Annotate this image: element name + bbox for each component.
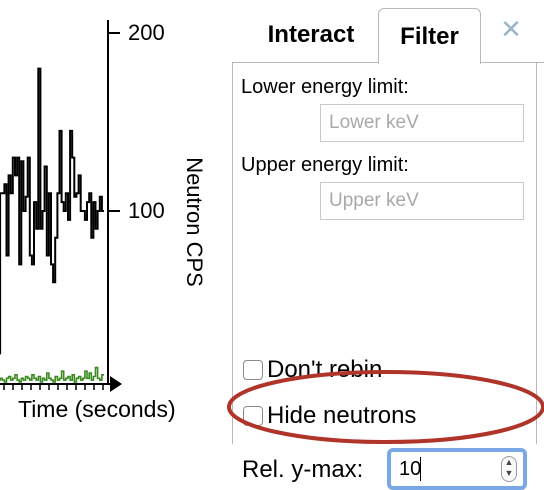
lower-energy-label: Lower energy limit: [241,76,409,98]
rel-ymax-label: Rel. y-max: [242,456,364,483]
dont-rebin-checkbox[interactable] [243,360,263,380]
upper-energy-label: Upper energy limit: [241,154,409,176]
text-caret [420,457,421,481]
rel-ymax-input[interactable]: 10 ▲ ▼ [387,448,527,490]
filter-panel: Lower energy limit: Upper energy limit: … [232,62,537,490]
upper-energy-input[interactable] [320,182,524,220]
rel-ymax-value: 10 [399,458,422,480]
chart-area: 200 100 Neutron CPS Time (seconds) [0,0,232,444]
x-axis-arrow [110,376,122,392]
hide-neutrons-option[interactable]: Hide neutrons [243,402,416,430]
tab-filter[interactable]: Filter [378,8,481,64]
number-stepper[interactable]: ▲ ▼ [501,456,517,482]
tab-divider [481,62,544,63]
lower-energy-input[interactable] [320,104,524,142]
y-tick-label-100: 100 [128,198,165,223]
hide-neutrons-label: Hide neutrons [267,402,417,429]
hide-neutrons-checkbox[interactable] [243,406,263,426]
dont-rebin-option[interactable]: Don't rebin [243,356,382,384]
y-tick-label-200: 200 [128,20,165,45]
close-icon[interactable]: ✕ [500,13,522,44]
stepper-up-icon[interactable]: ▲ [504,457,514,467]
side-panel: Interact Filter ✕ Lower energy limit: Up… [232,0,544,490]
series-line-0 [0,67,104,355]
tab-bar: Interact Filter ✕ [232,0,544,64]
y-axis-title: Neutron CPS [182,157,207,287]
tab-interact[interactable]: Interact [267,21,355,48]
tab-divider [232,62,378,63]
chart-svg [0,20,122,392]
stepper-down-icon[interactable]: ▼ [504,468,514,478]
x-axis-title: Time (seconds) [18,396,176,422]
series-line-1 [0,366,104,383]
dont-rebin-label: Don't rebin [267,356,383,383]
